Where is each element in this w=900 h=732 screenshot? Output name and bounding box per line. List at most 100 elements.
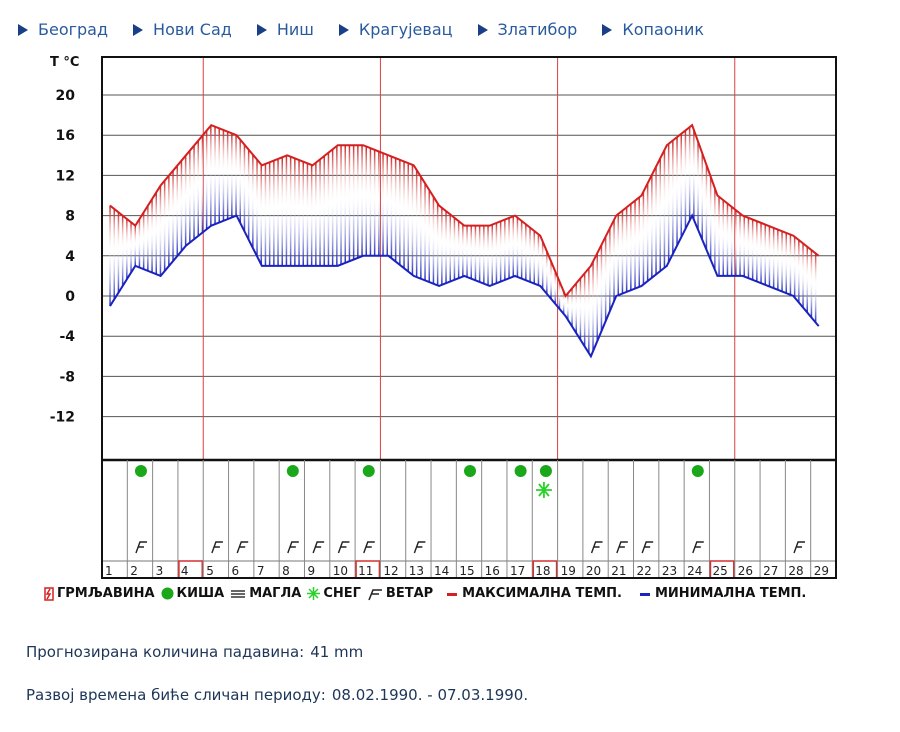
wind-barb-icon xyxy=(590,541,603,554)
hatch-line xyxy=(235,134,237,216)
y-tick-label: -12 xyxy=(50,410,75,426)
hatch-line xyxy=(159,185,162,276)
similar-period-label: Развој времена биће сличан периоду: xyxy=(26,686,326,704)
hatch-line xyxy=(432,196,435,284)
hatch-line xyxy=(193,145,195,240)
hatch-line xyxy=(667,143,670,263)
hatch-line xyxy=(130,222,132,273)
hatch-line xyxy=(554,271,556,304)
hatch-line xyxy=(638,197,640,287)
hatch-line xyxy=(789,234,792,295)
hatch-line xyxy=(600,244,603,332)
hatch-line xyxy=(163,180,166,272)
hatch-line xyxy=(714,188,716,270)
hatch-line xyxy=(361,145,363,257)
hatch-line xyxy=(680,133,682,238)
hatch-line xyxy=(609,228,611,312)
temperature-range-hatching xyxy=(109,125,817,353)
legend-max-temp: МАКСИМАЛНА ТЕМП. xyxy=(445,586,622,601)
hatch-line xyxy=(676,137,678,246)
arrow-right-icon xyxy=(477,23,488,36)
hatch-line xyxy=(126,218,128,280)
legend-min-temp: МИНИМАЛНА ТЕМП. xyxy=(638,586,806,601)
day-label: 6 xyxy=(232,564,240,578)
hatch-line xyxy=(592,261,594,352)
hatch-line xyxy=(252,154,254,248)
rain-dot-icon xyxy=(362,465,375,477)
hatch-line xyxy=(403,161,405,269)
hatch-line xyxy=(394,158,397,262)
hatch-line xyxy=(495,222,498,284)
day-label: 15 xyxy=(459,564,474,578)
nav-link-beograd[interactable]: Београд xyxy=(18,20,108,39)
hatch-line xyxy=(730,206,733,276)
hatch-line xyxy=(344,145,346,263)
day-label: 10 xyxy=(333,564,348,578)
nav-link-novi-sad[interactable]: Нови Сад xyxy=(133,20,232,39)
hatch-line xyxy=(168,175,170,267)
hatch-line xyxy=(323,156,325,266)
hatch-line xyxy=(352,145,355,260)
hatch-line xyxy=(113,208,115,300)
hatch-line xyxy=(583,273,586,347)
y-tick-label: -8 xyxy=(59,369,75,385)
nav-link-kopaonik[interactable]: Копаоник xyxy=(602,20,704,39)
hatch-line xyxy=(331,149,334,266)
hatch-line xyxy=(718,196,720,276)
hatch-line xyxy=(210,125,212,227)
hatch-line xyxy=(693,129,695,220)
hatch-line xyxy=(289,156,292,266)
hatch-line xyxy=(508,217,510,279)
hatch-line xyxy=(239,139,241,223)
hatch-line xyxy=(474,225,477,281)
hatch-line xyxy=(806,246,808,313)
hatch-line xyxy=(722,200,724,276)
day-label: 4 xyxy=(181,564,189,578)
hatch-line xyxy=(441,207,443,285)
nav-link-zlatibor[interactable]: Златибор xyxy=(477,20,577,39)
rain-dot-icon xyxy=(539,465,552,477)
day-label: 11 xyxy=(358,564,373,578)
hatch-line xyxy=(567,293,569,320)
hatch-line xyxy=(243,144,246,232)
arrow-right-icon xyxy=(256,23,267,36)
day-label: 7 xyxy=(257,564,265,578)
legend-snow: СНЕГ xyxy=(307,586,361,601)
day-label: 5 xyxy=(206,564,214,578)
y-tick-label: 0 xyxy=(65,289,75,305)
nav-link-nis[interactable]: Ниш xyxy=(256,20,314,39)
hatch-line xyxy=(369,148,372,256)
weather-symbol-strip: 1 2 3 4 5 6 7 8 9 10 11 12 13 14 15 16 17 18 19 20 21 22 23 24 2… xyxy=(102,458,836,579)
hatch-line xyxy=(550,261,552,299)
hatch-line xyxy=(520,220,523,279)
day-label: 27 xyxy=(763,564,778,578)
hatch-line xyxy=(277,158,279,266)
rain-dot-icon xyxy=(464,465,476,477)
hatch-line xyxy=(684,130,687,229)
y-tick-label: 12 xyxy=(56,168,75,184)
hatch-line xyxy=(407,163,409,272)
hatch-line xyxy=(537,234,540,286)
hatch-line xyxy=(575,283,577,333)
hatch-line xyxy=(436,203,439,286)
hatch-line xyxy=(739,213,741,276)
hatch-line xyxy=(298,159,300,266)
hatch-line xyxy=(571,288,573,327)
hatch-line xyxy=(273,160,275,266)
hatch-line xyxy=(604,236,607,322)
hatch-line xyxy=(646,183,649,282)
hatch-line xyxy=(478,225,481,282)
day-label: 20 xyxy=(586,564,601,578)
legend-rain: КИША xyxy=(161,586,224,601)
hatch-line xyxy=(327,152,330,266)
hatch-line xyxy=(390,156,393,259)
hatch-line xyxy=(386,154,388,256)
nav-link-kragujevac[interactable]: Крагујевац xyxy=(338,20,453,39)
hatch-line xyxy=(655,166,657,275)
nav-link-label: Ниш xyxy=(276,20,314,39)
wind-barb-icon xyxy=(363,541,375,554)
hatch-line xyxy=(743,216,745,277)
hatch-line xyxy=(663,150,666,268)
hatch-line xyxy=(420,176,422,279)
